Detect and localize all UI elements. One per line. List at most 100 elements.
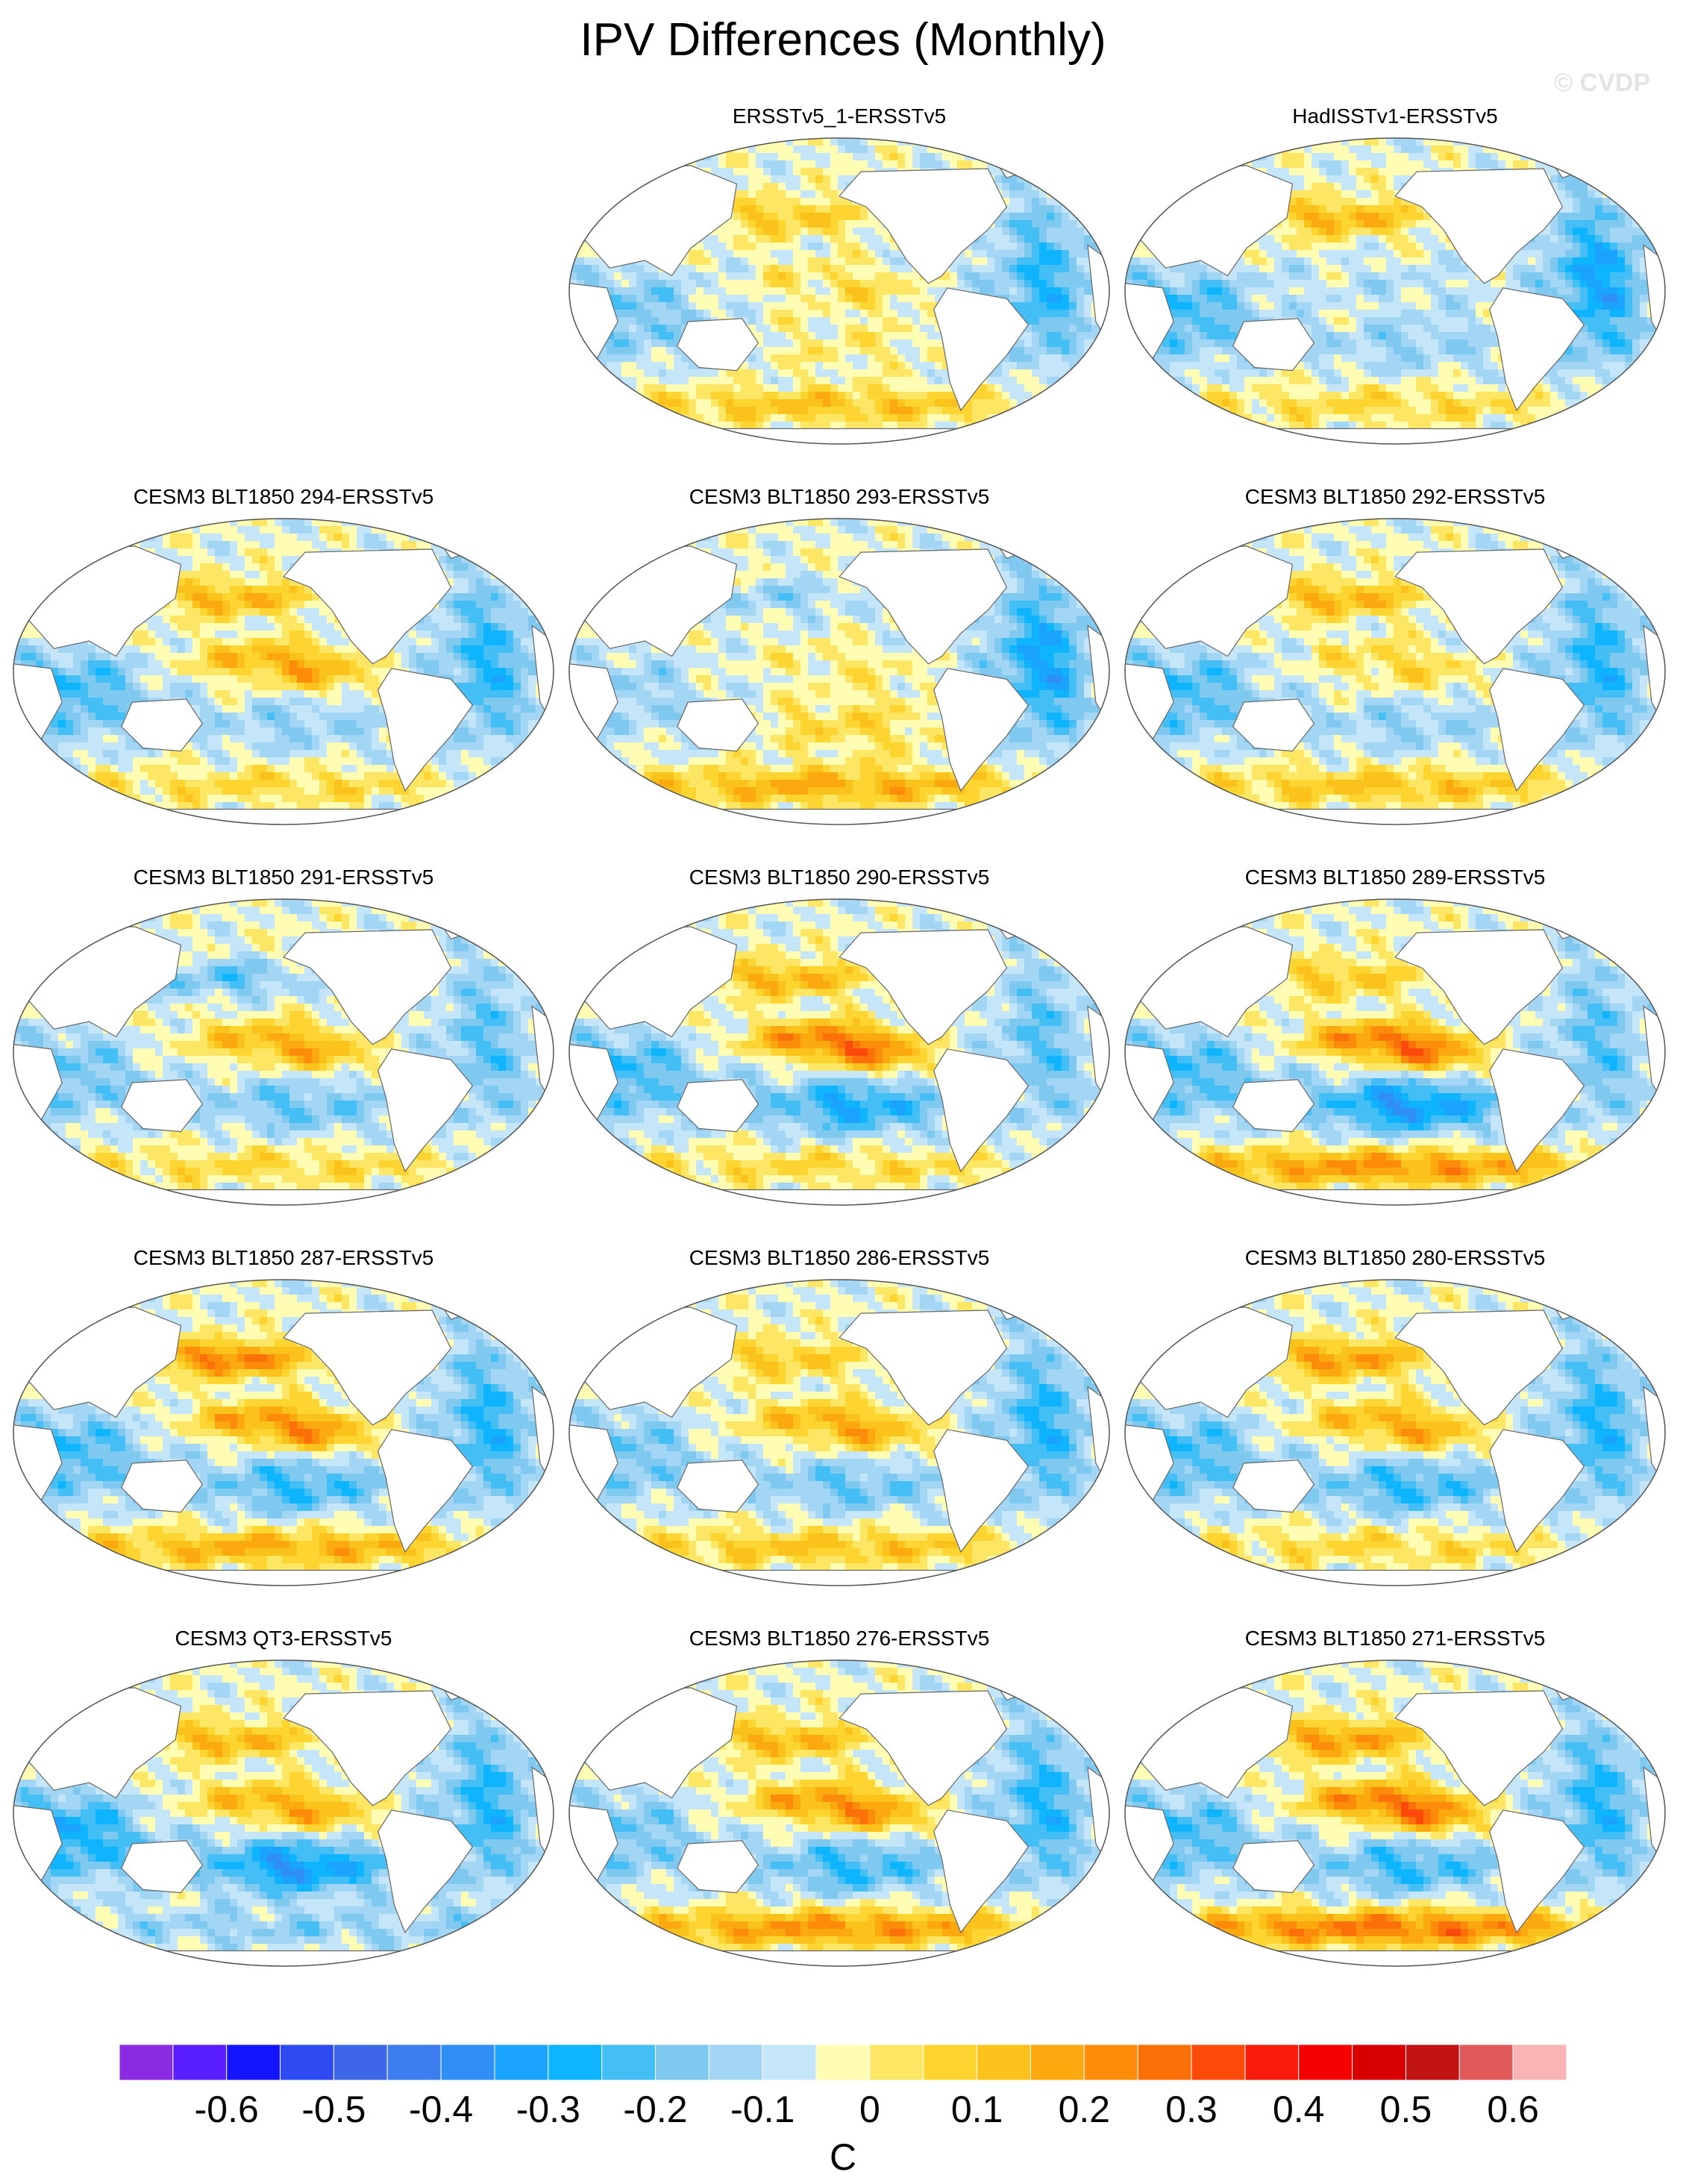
sst-cell — [1371, 198, 1379, 206]
sst-cell — [1069, 407, 1077, 415]
sst-cell — [1170, 183, 1178, 191]
sst-cell — [1017, 228, 1025, 236]
sst-cell — [890, 384, 898, 392]
sst-cell — [1319, 332, 1327, 340]
sst-cell — [607, 287, 615, 295]
sst-cell — [890, 392, 898, 400]
sst-cell — [771, 392, 779, 400]
sst-cell — [1334, 272, 1342, 281]
sst-cell — [1617, 272, 1626, 281]
sst-cell — [1550, 228, 1558, 236]
sst-cell — [1039, 160, 1047, 169]
sst-cell — [920, 332, 928, 340]
sst-cell — [1132, 213, 1141, 221]
sst-cell — [674, 146, 682, 154]
sst-cell — [1319, 250, 1327, 258]
sst-cell — [1054, 235, 1062, 243]
sst-cell — [927, 160, 936, 169]
sst-cell — [793, 160, 801, 169]
sst-cell — [1446, 257, 1454, 266]
sst-cell — [1106, 325, 1109, 333]
sst-cell — [838, 392, 846, 400]
sst-cell — [1580, 138, 1588, 146]
sst-cell — [1054, 332, 1062, 340]
sst-cell — [599, 414, 607, 422]
sst-cell — [845, 265, 853, 273]
sst-cell — [651, 377, 659, 385]
sst-cell — [703, 138, 712, 146]
sst-cell — [733, 205, 742, 213]
sst-cell — [1311, 183, 1320, 191]
sst-cell — [1017, 235, 1025, 243]
sst-cell — [1319, 287, 1327, 295]
sst-cell — [1297, 138, 1305, 146]
sst-cell — [1297, 146, 1305, 154]
sst-cell — [1602, 205, 1611, 213]
sst-cell — [808, 340, 816, 348]
sst-cell — [763, 190, 771, 198]
sst-cell — [1595, 160, 1603, 169]
sst-cell — [815, 414, 824, 422]
sst-cell — [1017, 399, 1025, 407]
sst-cell — [1069, 399, 1077, 407]
sst-cell — [972, 429, 980, 437]
sst-cell — [771, 347, 779, 355]
sst-cell — [1200, 153, 1208, 161]
sst-cell — [1017, 213, 1025, 221]
sst-cell — [1647, 153, 1655, 161]
sst-cell — [905, 138, 913, 146]
sst-cell — [1274, 235, 1282, 243]
sst-cell — [815, 160, 824, 169]
sst-cell — [1032, 175, 1040, 184]
sst-cell — [1341, 160, 1350, 169]
sst-cell — [1274, 250, 1282, 258]
sst-cell — [1304, 175, 1312, 184]
sst-cell — [763, 310, 771, 318]
sst-cell — [1024, 317, 1032, 325]
sst-cell — [644, 325, 652, 333]
sst-cell — [972, 257, 980, 266]
sst-cell — [1386, 257, 1394, 266]
sst-cell — [1099, 422, 1107, 430]
sst-cell — [1177, 168, 1185, 176]
sst-cell — [1252, 160, 1260, 169]
sst-cell — [1588, 235, 1596, 243]
sst-cell — [771, 198, 779, 206]
sst-cell — [868, 213, 876, 221]
sst-cell — [778, 272, 786, 281]
sst-cell — [1655, 332, 1663, 340]
sst-cell — [741, 422, 749, 430]
sst-cell — [1304, 146, 1312, 154]
sst-cell — [636, 369, 645, 378]
sst-cell — [1394, 302, 1402, 310]
sst-cell — [778, 243, 786, 251]
sst-cell — [621, 347, 630, 355]
sst-cell — [1084, 213, 1092, 221]
sst-cell — [1326, 183, 1335, 191]
sst-cell — [763, 243, 771, 251]
sst-cell — [786, 272, 794, 281]
sst-cell — [577, 429, 585, 437]
sst-cell — [1047, 168, 1055, 176]
sst-cell — [636, 265, 645, 273]
sst-cell — [1099, 332, 1107, 340]
sst-cell — [1147, 138, 1156, 146]
sst-cell — [577, 265, 585, 273]
sst-cell — [1573, 295, 1581, 303]
sst-cell — [1461, 265, 1469, 273]
sst-cell — [748, 354, 756, 363]
sst-cell — [1431, 332, 1439, 340]
sst-cell — [1017, 168, 1025, 176]
sst-cell — [1371, 228, 1379, 236]
sst-cell — [1297, 213, 1305, 221]
sst-cell — [1431, 243, 1439, 251]
sst-cell — [1282, 235, 1290, 243]
sst-cell — [1535, 243, 1544, 251]
sst-cell — [718, 287, 727, 295]
sst-cell — [786, 332, 794, 340]
sst-cell — [1177, 146, 1185, 154]
sst-cell — [733, 392, 742, 400]
sst-cell — [1319, 220, 1327, 228]
sst-cell — [733, 287, 742, 295]
sst-cell — [1091, 429, 1100, 437]
